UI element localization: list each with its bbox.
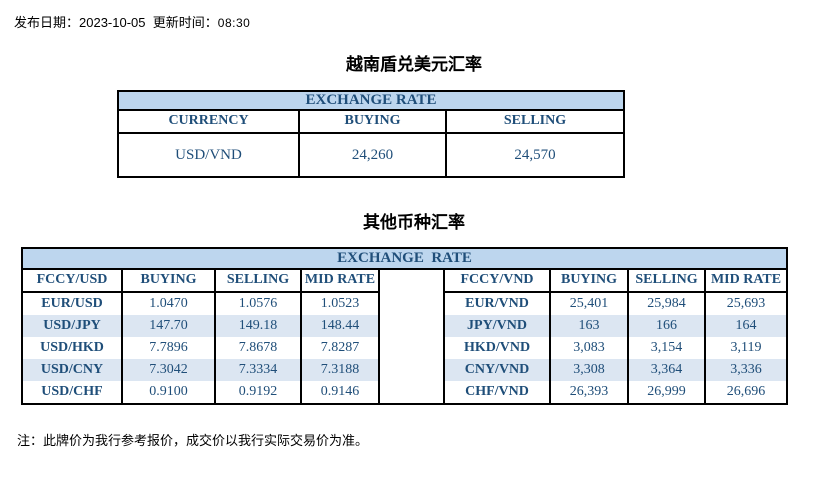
publish-date-value: 2023-10-05 — [79, 15, 146, 30]
selling-rate: 3,154 — [627, 337, 706, 359]
column-header-midrate-vnd: MID RATE — [703, 268, 789, 293]
mid-rate: 0.9146 — [300, 381, 380, 404]
exchange-rate-banner: EXCHANGE RATE — [20, 247, 789, 270]
table-banner-row: EXCHANGE RATE — [116, 90, 626, 111]
selling-rate: 3,364 — [627, 359, 706, 381]
currency-pair: HKD/VND — [443, 337, 551, 359]
disclaimer-note: 注：此牌价为我行参考报价，成交价以我行实际交易价为准。 — [17, 433, 369, 448]
column-header-selling: SELLING — [444, 109, 626, 134]
currency-pair: EUR/VND — [443, 292, 551, 315]
usd-vnd-rate-table: EXCHANGE RATE CURRENCY BUYING SELLING US… — [116, 90, 626, 178]
selling-rate: 7.8678 — [214, 337, 302, 359]
selling-rate: 24,570 — [444, 132, 626, 178]
currency-pair: USD/HKD — [21, 337, 123, 359]
selling-rate: 25,984 — [627, 292, 706, 315]
currency-pair: EUR/USD — [21, 292, 123, 315]
currency-pair: USD/CHF — [21, 381, 123, 404]
usd-vnd-table-title: 越南盾兑美元汇率 — [346, 55, 482, 74]
mid-rate: 7.3188 — [300, 359, 380, 381]
spacer — [146, 15, 153, 30]
update-time-label: 更新时间： — [152, 15, 218, 30]
column-header-selling-usd: SELLING — [214, 268, 302, 293]
table-row-cny: USD/CNY 7.3042 7.3334 7.3188 CNY/VND 3,3… — [21, 359, 789, 381]
mid-rate: 3,336 — [703, 359, 789, 381]
update-time-value: 08:30 — [217, 16, 251, 30]
buying-rate: 3,083 — [549, 337, 629, 359]
selling-rate: 7.3334 — [214, 359, 302, 381]
buying-rate: 163 — [549, 315, 629, 337]
table-row-chf: USD/CHF 0.9100 0.9192 0.9146 CHF/VND 26,… — [21, 381, 789, 404]
buying-rate: 25,401 — [549, 292, 629, 315]
column-header-selling-vnd: SELLING — [627, 268, 706, 293]
table-row: USD/VND 24,260 24,570 — [117, 132, 626, 178]
currency-pair: USD/VND — [117, 132, 300, 178]
buying-rate: 24,260 — [298, 132, 447, 178]
publish-date-label: 发布日期： — [14, 15, 80, 30]
buying-rate: 26,393 — [549, 381, 629, 404]
other-rates-title: 其他币种汇率 — [363, 213, 465, 232]
buying-rate: 0.9100 — [121, 381, 216, 404]
currency-pair: JPY/VND — [443, 315, 551, 337]
selling-rate: 166 — [627, 315, 706, 337]
mid-rate: 148.44 — [300, 315, 380, 337]
column-header-currency: CURRENCY — [117, 109, 300, 134]
selling-rate: 26,999 — [627, 381, 706, 404]
publish-info: 发布日期：2023-10-05 更新时间：08:30 — [14, 12, 250, 31]
column-header-midrate-usd: MID RATE — [300, 268, 380, 293]
mid-rate: 164 — [703, 315, 789, 337]
column-header-buying: BUYING — [298, 109, 447, 134]
buying-rate: 3,308 — [549, 359, 629, 381]
column-header-fccy-vnd: FCCY/VND — [443, 268, 551, 293]
column-header-fccy-usd: FCCY/USD — [21, 268, 123, 293]
buying-rate: 147.70 — [121, 315, 216, 337]
mid-rate: 25,693 — [703, 292, 789, 315]
selling-rate: 1.0576 — [214, 292, 302, 315]
other-rates-table: EXCHANGE RATE FCCY/USD BUYING SELLING MI… — [20, 247, 789, 405]
mid-rate: 7.8287 — [300, 337, 380, 359]
table-row-jpy: USD/JPY 147.70 149.18 148.44 JPY/VND 163… — [21, 315, 789, 337]
currency-pair: CHF/VND — [443, 381, 551, 404]
table-row-eur: EUR/USD 1.0470 1.0576 1.0523 EUR/VND 25,… — [21, 292, 789, 315]
exchange-rate-banner: EXCHANGE RATE — [116, 90, 626, 111]
selling-rate: 149.18 — [214, 315, 302, 337]
mid-rate: 1.0523 — [300, 292, 380, 315]
mid-rate: 26,696 — [703, 381, 789, 404]
buying-rate: 7.3042 — [121, 359, 216, 381]
buying-rate: 7.7896 — [121, 337, 216, 359]
currency-pair: USD/JPY — [21, 315, 123, 337]
currency-pair: USD/CNY — [21, 359, 123, 381]
table-banner-row: EXCHANGE RATE — [20, 247, 789, 270]
column-header-row: CURRENCY BUYING SELLING — [117, 109, 626, 134]
column-header-row: FCCY/USD BUYING SELLING MID RATE FCCY/VN… — [21, 268, 789, 404]
selling-rate: 0.9192 — [214, 381, 302, 404]
separator-column — [378, 269, 445, 404]
currency-pair: CNY/VND — [443, 359, 551, 381]
column-header-buying-usd: BUYING — [121, 268, 216, 293]
column-header-buying-vnd: BUYING — [549, 268, 629, 293]
buying-rate: 1.0470 — [121, 292, 216, 315]
mid-rate: 3,119 — [703, 337, 789, 359]
table-row-hkd: USD/HKD 7.7896 7.8678 7.8287 HKD/VND 3,0… — [21, 337, 789, 359]
